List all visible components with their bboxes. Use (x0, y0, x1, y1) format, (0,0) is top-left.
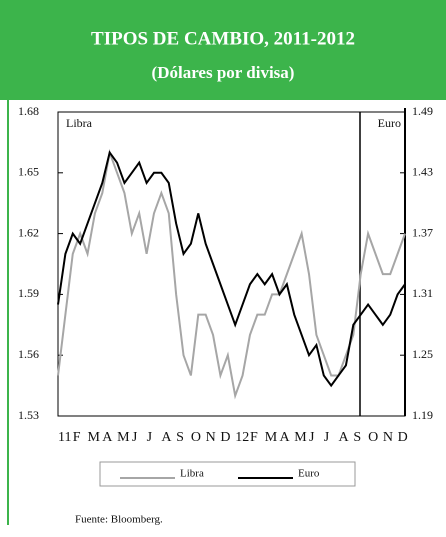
x-tick-label: J (324, 430, 330, 445)
y2-tick-label: 1.43 (412, 165, 433, 179)
y-tick-label: 1.59 (18, 286, 39, 300)
x-tick-label: F (250, 430, 258, 445)
y-tick-label: 1.65 (18, 165, 39, 179)
x-tick-label: M (265, 430, 278, 445)
header-band (0, 0, 446, 100)
x-tick-label: O (368, 430, 378, 445)
x-tick-label: J (147, 430, 153, 445)
x-tick-label: O (191, 430, 201, 445)
y-tick-label: 1.62 (18, 225, 39, 239)
legend-label: Libra (180, 468, 204, 480)
x-tick-label: S (353, 430, 361, 445)
x-tick-label: M (117, 430, 130, 445)
x-tick-label: A (161, 430, 172, 445)
y-axis-label: Libra (66, 116, 93, 130)
y2-tick-label: 1.49 (412, 104, 433, 118)
x-tick-label: A (102, 430, 113, 445)
chart-subtitle: (Dólares por divisa) (152, 63, 295, 82)
x-tick-label: D (220, 430, 230, 445)
x-tick-label: D (398, 430, 408, 445)
line-series (57, 148, 406, 400)
y-tick-label: 1.56 (18, 347, 39, 361)
x-tick-label: J (132, 430, 138, 445)
x-tick-label: M (294, 430, 307, 445)
x-tick-label: S (176, 430, 184, 445)
chart-title: TIPOS DE CAMBIO, 2011-2012 (91, 28, 355, 49)
y2-tick-label: 1.19 (412, 408, 433, 422)
y2-tick-label: 1.25 (412, 347, 433, 361)
line-series (57, 150, 406, 388)
y-tick-label: 1.53 (18, 408, 39, 422)
x-tick-label: F (73, 430, 81, 445)
source-note: Fuente: Bloomberg. (75, 514, 163, 526)
x-tick-label: N (206, 430, 216, 445)
legend-label: Euro (298, 468, 320, 480)
x-tick-label: A (339, 430, 350, 445)
x-tick-label: A (279, 430, 290, 445)
legend-box (99, 461, 356, 487)
y2-tick-label: 1.37 (412, 225, 433, 239)
x-tick-label: 12 (235, 430, 249, 445)
x-tick-label: 11 (58, 430, 71, 445)
y2-tick-label: 1.31 (412, 286, 433, 300)
y2-axis-label: Euro (378, 116, 401, 130)
y-tick-label: 1.68 (18, 104, 39, 118)
x-tick-label: J (309, 430, 315, 445)
x-tick-label: N (383, 430, 393, 445)
x-tick-label: M (88, 430, 101, 445)
